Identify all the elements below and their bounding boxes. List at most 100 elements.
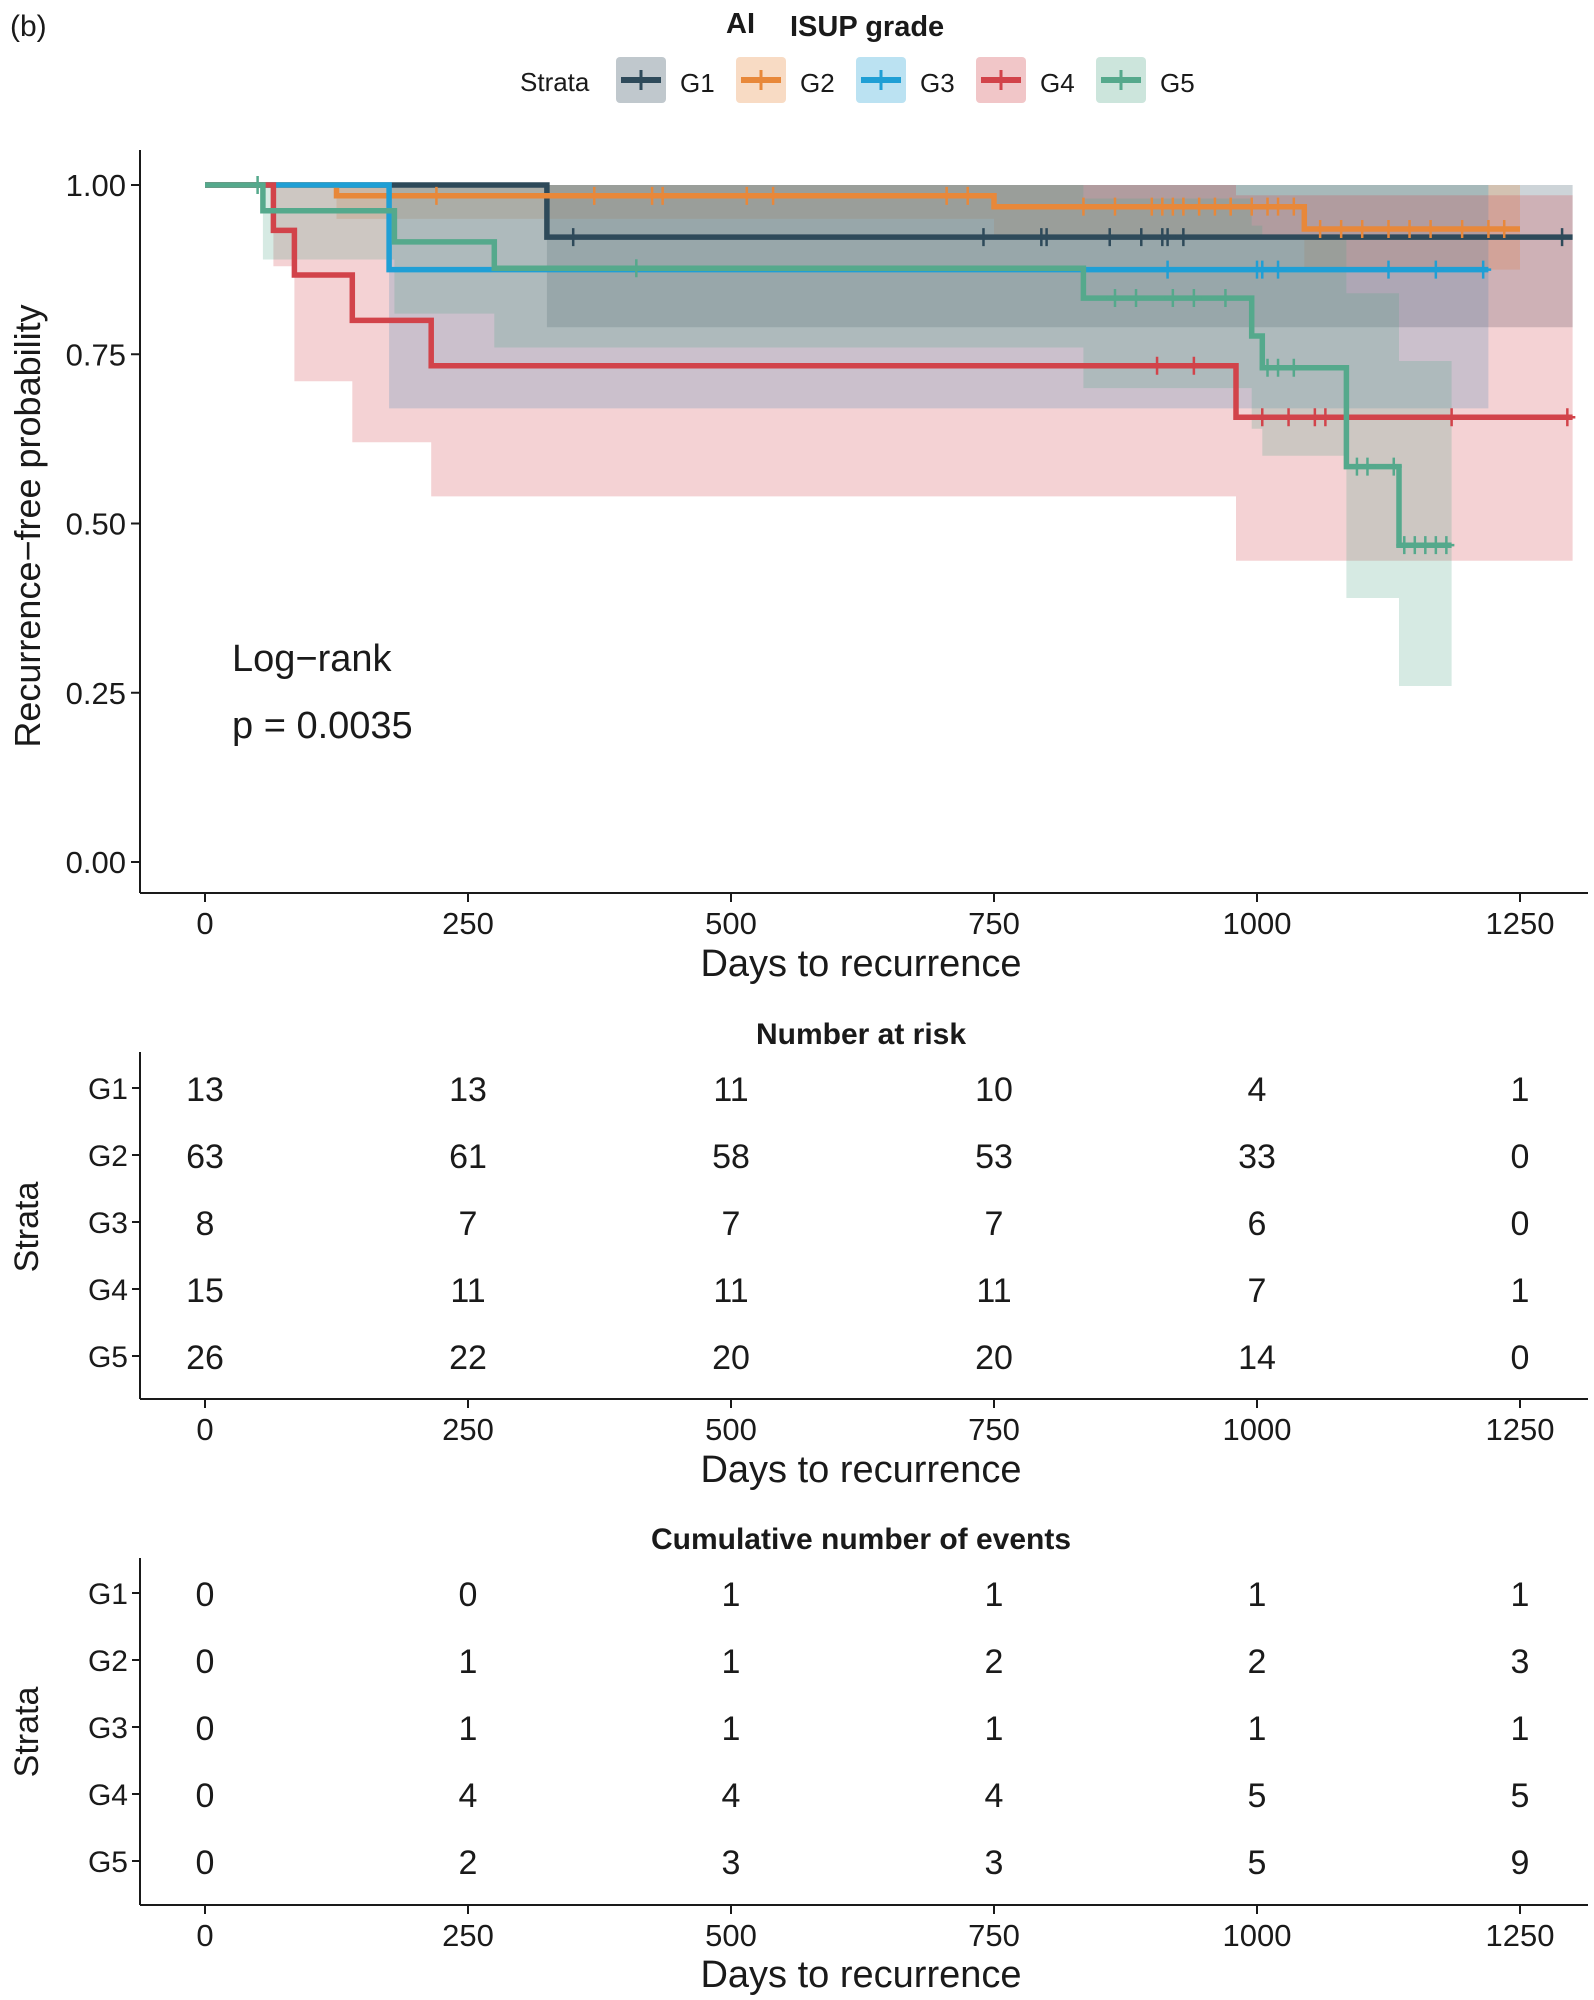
legend: Strata G1 G2 G3 G4 G5 (520, 57, 1195, 103)
risk-cell: 0 (1511, 1138, 1530, 1176)
censor-mark-g5 (1359, 457, 1376, 476)
risk-cell: 7 (985, 1205, 1004, 1243)
risk-x-tick-label: 1250 (1486, 1412, 1555, 1447)
censor-mark-g2 (654, 186, 671, 205)
risk-cell: 7 (459, 1205, 478, 1243)
risk-cell: 22 (449, 1339, 487, 1377)
censor-mark-g5 (1128, 289, 1145, 308)
km-x-tick-label: 0 (196, 906, 213, 941)
censor-mark-g2 (1454, 220, 1471, 239)
events-cell: 1 (722, 1643, 741, 1681)
events-cell: 5 (1248, 1844, 1267, 1882)
confidence-bands (205, 185, 1573, 686)
risk-row-label-g1: G1 (88, 1073, 128, 1106)
events-row-label-g4: G4 (88, 1779, 128, 1812)
censor-mark-g2 (1175, 197, 1192, 216)
events-cell: 2 (1248, 1643, 1267, 1681)
censor-mark-g3 (1427, 260, 1444, 279)
censor-mark-g2 (1380, 220, 1397, 239)
events-x-tick-label: 750 (968, 1918, 1020, 1953)
events-cell: 0 (196, 1844, 215, 1882)
censor-mark-g4 (1254, 408, 1271, 427)
risk-cell: 63 (186, 1138, 224, 1176)
censor-mark-g5 (1385, 457, 1402, 476)
events-cell: 0 (196, 1643, 215, 1681)
censor-mark-g1 (1159, 228, 1176, 247)
risk-cell: 1 (1511, 1071, 1530, 1109)
events-table-title: Cumulative number of events (651, 1523, 1071, 1556)
events-row-label-g5: G5 (88, 1846, 128, 1879)
censor-mark-g2 (1106, 197, 1123, 216)
events-x-tick-label: 250 (442, 1918, 494, 1953)
events-cell: 9 (1511, 1844, 1530, 1882)
censor-mark-g2 (1222, 197, 1239, 216)
censor-mark-g4 (1280, 408, 1297, 427)
legend-title: Strata (520, 67, 590, 97)
events-cell: 4 (722, 1777, 741, 1815)
number-at-risk-table: Number at risk Strata Days to recurrence… (8, 1018, 1588, 1491)
censor-mark-g1 (1175, 228, 1192, 247)
censor-mark-g2 (1191, 197, 1208, 216)
events-cell: 4 (985, 1777, 1004, 1815)
censor-mark-g2 (1270, 197, 1287, 216)
censor-mark-g1 (1133, 228, 1150, 247)
ci-band-g4 (205, 185, 1573, 561)
risk-x-tick-label: 1000 (1223, 1412, 1292, 1447)
plot-axes: 0.00 0.25 0.50 0.75 1.00 0 250 500 750 1000 1250 (66, 150, 1588, 941)
censor-mark-g2 (1312, 220, 1329, 239)
censor-mark-g2 (1354, 220, 1371, 239)
events-cell: 1 (1248, 1576, 1267, 1614)
censor-mark-g2 (586, 186, 603, 205)
legend-label-g2: G2 (800, 68, 835, 98)
risk-cell: 7 (1248, 1272, 1267, 1310)
censor-mark-g3 (1254, 260, 1271, 279)
censor-mark-g2 (1401, 220, 1418, 239)
censor-mark-g5 (1106, 289, 1123, 308)
y-axis-label: Recurrence−free probability (7, 304, 48, 747)
events-table-y-label: Strata (8, 1687, 46, 1778)
km-y-tick-label: 0.50 (66, 507, 126, 542)
censor-mark-g5 (1164, 289, 1181, 308)
risk-cell: 7 (722, 1205, 741, 1243)
risk-x-tick-label: 750 (968, 1412, 1020, 1447)
censor-mark-g2 (1422, 220, 1439, 239)
events-table-x-label: Days to recurrence (700, 1954, 1021, 1996)
events-cell: 4 (459, 1777, 478, 1815)
km-x-tick-label: 250 (442, 906, 494, 941)
risk-cell: 13 (449, 1071, 487, 1109)
legend-label-g3: G3 (920, 68, 955, 98)
km-x-tick-label: 1000 (1223, 906, 1292, 941)
legend-label-g1: G1 (680, 68, 715, 98)
events-cell: 0 (196, 1777, 215, 1815)
censor-mark-g2 (1285, 197, 1302, 216)
censor-mark-g2 (1480, 220, 1497, 239)
risk-cell: 13 (186, 1071, 224, 1109)
km-x-tick-label: 1250 (1486, 906, 1555, 941)
km-y-tick-label: 1.00 (66, 168, 126, 203)
legend-label-g4: G4 (1040, 68, 1075, 98)
ci-band-g5 (205, 185, 1452, 686)
events-cell: 5 (1511, 1777, 1530, 1815)
censor-mark-g3 (1380, 260, 1397, 279)
censor-mark-g5 (1217, 289, 1234, 308)
risk-cell: 20 (975, 1339, 1013, 1377)
events-cell: 3 (722, 1844, 741, 1882)
events-cell: 1 (1511, 1710, 1530, 1748)
risk-cell: 0 (1511, 1339, 1530, 1377)
events-cell: 0 (196, 1710, 215, 1748)
censor-mark-g4 (1149, 356, 1166, 375)
risk-cell: 8 (196, 1205, 215, 1243)
risk-cell: 33 (1238, 1138, 1276, 1176)
km-x-tick-label: 500 (705, 906, 757, 941)
censor-mark-g2 (1243, 197, 1260, 216)
events-cell: 1 (985, 1710, 1004, 1748)
risk-row-label-g4: G4 (88, 1274, 128, 1307)
events-cell: 2 (459, 1844, 478, 1882)
events-cell: 0 (196, 1576, 215, 1614)
censor-mark-g5 (1438, 536, 1455, 555)
km-y-tick-label: 0.25 (66, 676, 126, 711)
censor-mark-g5 (1270, 358, 1287, 377)
events-cell: 2 (985, 1643, 1004, 1681)
km-y-tick-label: 0.75 (66, 337, 126, 372)
censor-mark-g2 (765, 186, 782, 205)
